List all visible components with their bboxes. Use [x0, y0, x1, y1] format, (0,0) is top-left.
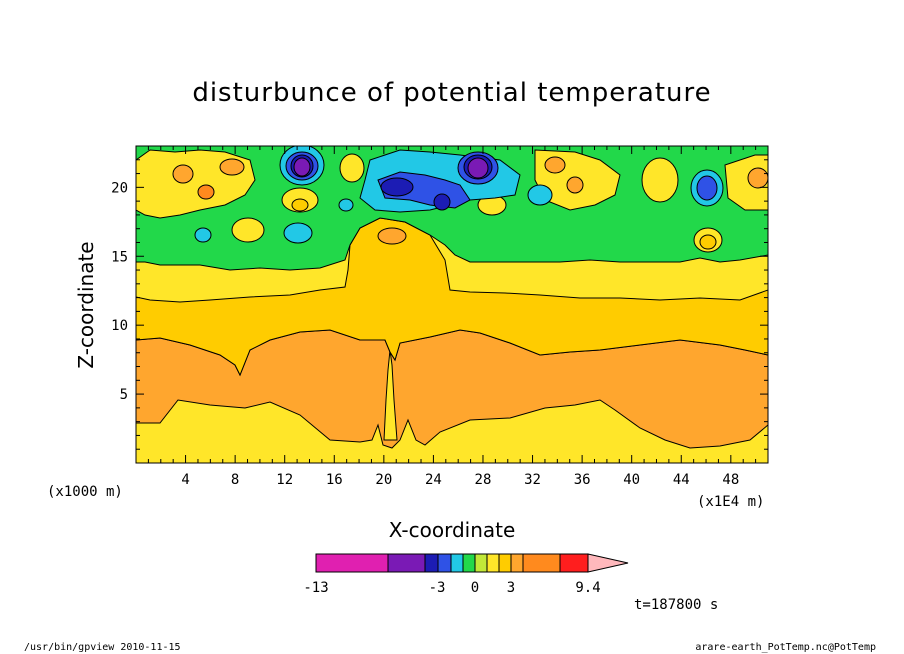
plot-frame	[135, 145, 769, 464]
region-blue-d	[433, 193, 451, 211]
colorbar-bin	[474, 553, 488, 573]
band-spike	[383, 349, 398, 441]
blob-orange-f	[747, 167, 768, 189]
blob-orange-a	[172, 164, 194, 184]
x-tick-label: 40	[623, 472, 640, 488]
colorbar-bin	[462, 553, 476, 573]
region-cyan-b	[283, 222, 313, 244]
colorbar-arrow	[587, 553, 629, 573]
region-blue-c	[696, 175, 718, 201]
region-cyan-c	[527, 184, 553, 206]
blob-orange-d	[544, 156, 566, 174]
x-axis-label: X-coordinate	[389, 518, 516, 542]
colorbar-bin	[437, 553, 452, 573]
colorbar	[315, 553, 629, 573]
time-label: t=187800 s	[634, 597, 718, 613]
region-darkblue-a	[380, 177, 414, 197]
blob-orange-b	[219, 158, 245, 176]
y-tick-label: 10	[111, 318, 128, 334]
region-yellow-c	[231, 217, 265, 243]
footer-right: arare-earth_PotTemp.nc@PotTemp	[695, 642, 876, 653]
x-tick-label: 48	[722, 472, 739, 488]
blob-orange-e	[566, 176, 584, 194]
x-unit-label: (x1E4 m)	[697, 494, 764, 510]
x-tick-label: 4	[181, 472, 189, 488]
colorbar-bin	[498, 553, 512, 573]
colorbar-bin	[486, 553, 500, 573]
x-tick-label: 24	[425, 472, 442, 488]
x-tick-label: 32	[524, 472, 541, 488]
x-tick-label: 12	[276, 472, 293, 488]
colorbar-bin	[510, 553, 524, 573]
colorbar-bin	[315, 553, 389, 573]
colorbar-tick-label: -3	[429, 580, 446, 596]
x-tick-labels: 4 8 12 16 20 24 28 32 36 40 44 48	[181, 472, 739, 488]
colorbar-bin	[559, 553, 589, 573]
x-tick-label: 20	[375, 472, 392, 488]
y-unit-label: (x1000 m)	[47, 484, 123, 500]
blob-orange-g	[377, 227, 407, 245]
chart-title: disturbunce of potential temperature	[192, 78, 711, 108]
region-yellow-f	[339, 153, 365, 183]
region-purple-b	[467, 157, 489, 179]
colorbar-tick-label: 9.4	[575, 580, 600, 596]
x-tick-label: 44	[673, 472, 690, 488]
x-tick-label: 16	[326, 472, 343, 488]
x-tick-label: 8	[231, 472, 239, 488]
colorbar-bin	[522, 553, 561, 573]
y-tick-labels: 5 10 15 20	[111, 180, 128, 403]
footer-left: /usr/bin/gpview 2010-11-15	[24, 642, 181, 653]
colorbar-labels: -13 -3 0 3 9.4	[303, 580, 600, 596]
blob-orange-c	[197, 184, 215, 200]
region-yellow-a	[641, 157, 679, 203]
x-tick-label: 28	[475, 472, 492, 488]
y-tick-label: 5	[120, 387, 128, 403]
axis-ticks	[136, 146, 768, 463]
colorbar-bin	[387, 553, 426, 573]
colorbar-bin	[450, 553, 464, 573]
x-tick-label: 36	[574, 472, 591, 488]
band-gold	[136, 217, 768, 377]
y-tick-label: 20	[111, 180, 128, 196]
region-cyan-f	[338, 198, 354, 212]
contour-plot	[136, 146, 768, 463]
region-cyan-e	[194, 227, 212, 243]
blob-orange-i	[291, 198, 309, 212]
y-tick-label: 15	[111, 249, 128, 265]
y-axis-label: Z-coordinate	[74, 241, 98, 368]
colorbar-tick-label: 3	[507, 580, 515, 596]
blob-orange-h	[699, 234, 717, 250]
colorbar-bin	[424, 553, 439, 573]
colorbar-tick-label: 0	[471, 580, 479, 596]
colorbar-tick-label: -13	[303, 580, 328, 596]
region-purple-a	[293, 157, 311, 177]
